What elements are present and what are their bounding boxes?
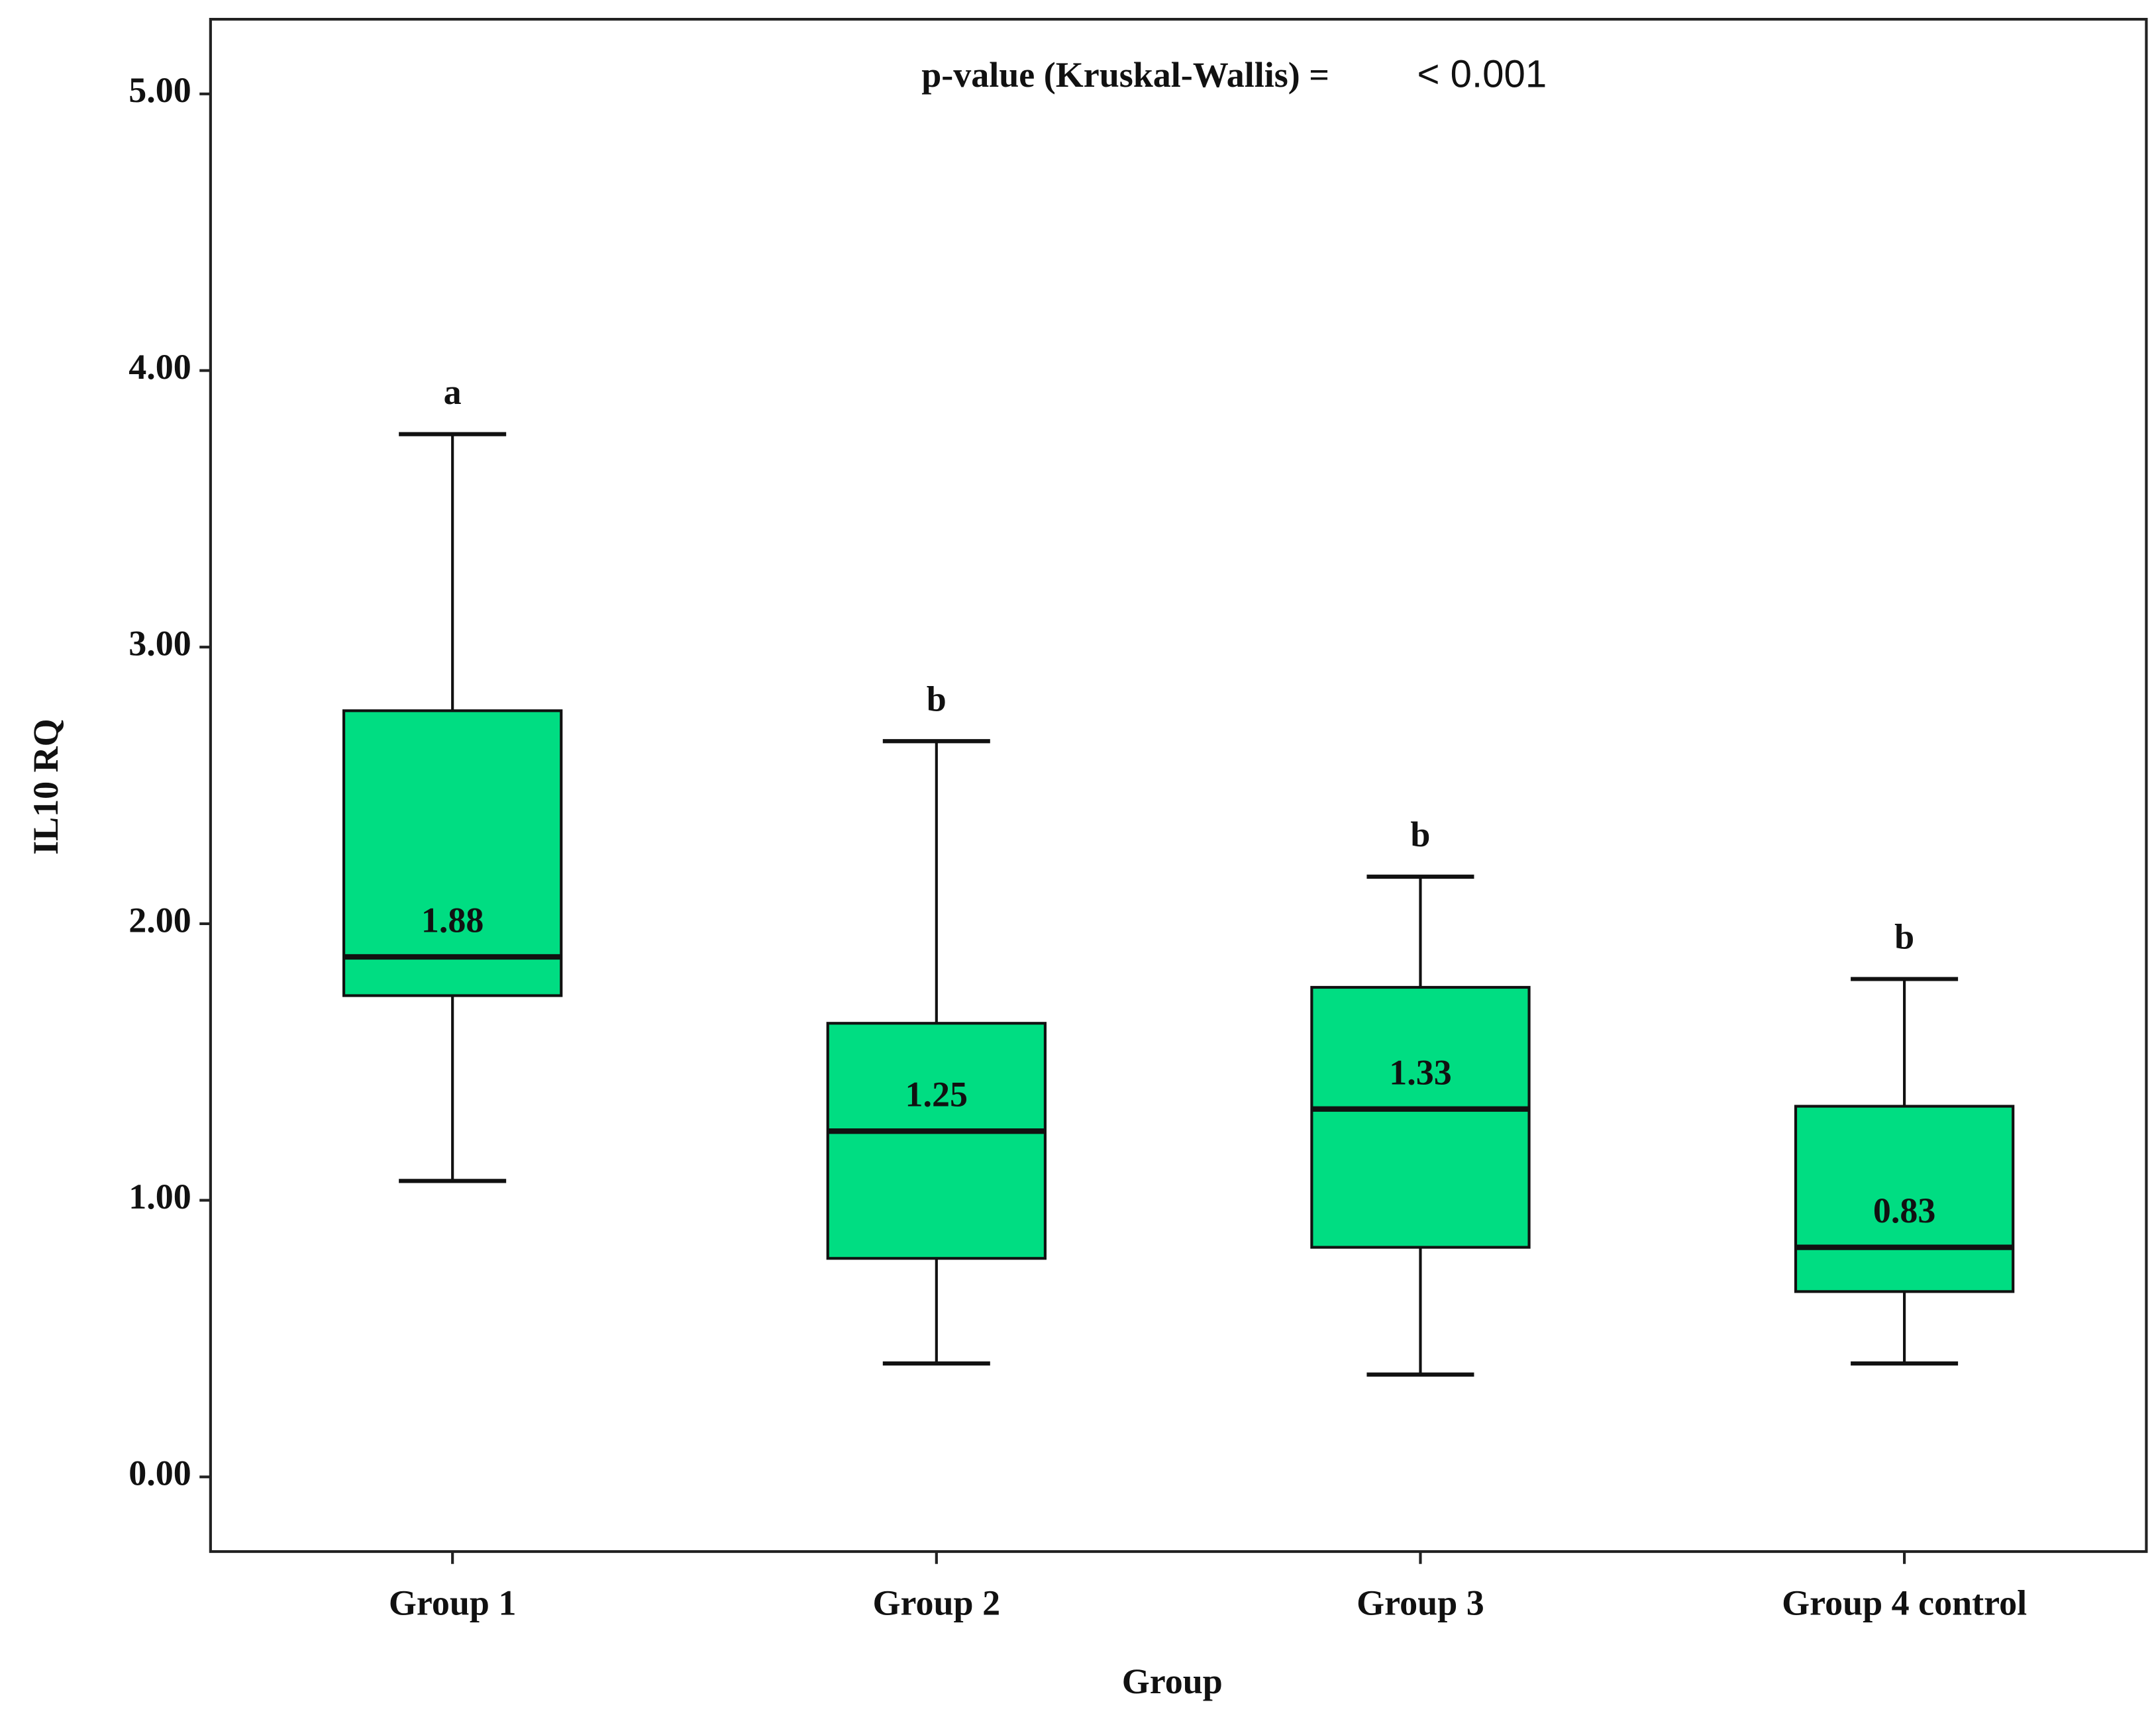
x-tick-label: Group 2 [873, 1583, 1001, 1623]
median-label: 1.33 [1389, 1052, 1452, 1092]
y-tick-label: 2.00 [128, 900, 191, 940]
y-axis-label: IL10 RQ [26, 718, 66, 855]
group-letter: b [1894, 917, 1914, 957]
median-label: 1.88 [421, 901, 484, 940]
y-tick-label: 5.00 [128, 70, 191, 110]
y-tick-label: 0.00 [128, 1454, 191, 1493]
group-letter: a [444, 372, 462, 412]
group-letter: b [1410, 815, 1430, 854]
box [342, 709, 563, 997]
median-label: 0.83 [1873, 1191, 1936, 1230]
box [1310, 985, 1531, 1249]
box [1794, 1105, 2015, 1293]
annotation-value: < 0.001 [1417, 53, 1547, 96]
plot-frame [209, 18, 2148, 1554]
x-tick-label: Group 4 control [1782, 1583, 2027, 1623]
x-tick-label: Group 1 [389, 1583, 517, 1623]
group-letter: b [927, 679, 947, 718]
y-tick-label: 4.00 [128, 347, 191, 387]
annotation-label: p-value (Kruskal-Wallis) = [921, 55, 1329, 95]
x-axis-label: Group [1122, 1661, 1223, 1701]
x-tick-label: Group 3 [1357, 1583, 1484, 1623]
median-label: 1.25 [905, 1075, 968, 1114]
y-tick-label: 1.00 [128, 1177, 191, 1216]
box [826, 1022, 1047, 1260]
y-tick-label: 3.00 [128, 624, 191, 664]
